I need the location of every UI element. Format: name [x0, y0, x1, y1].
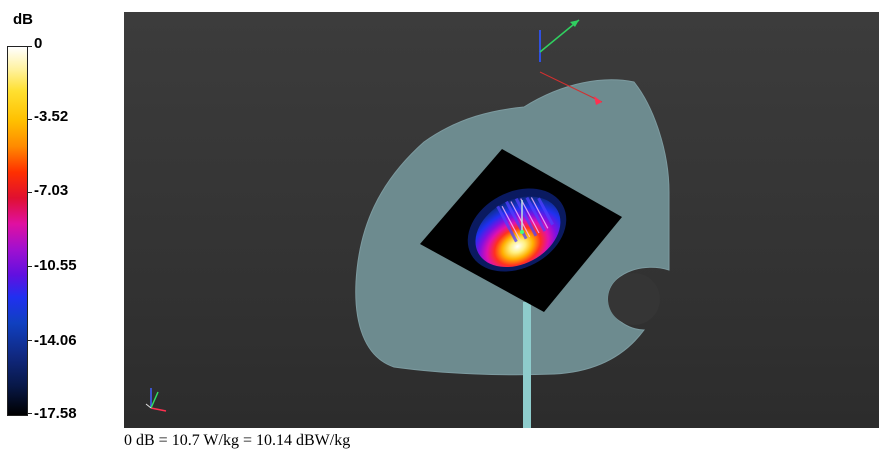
axis-triad-bottom-left-icon [145, 388, 167, 412]
phantom-notch [608, 273, 660, 325]
colorbar-tick [27, 46, 32, 47]
colorbar-tick-label-1: -3.52 [34, 108, 69, 125]
colorbar-unit-label: dB [13, 11, 33, 28]
colorbar-tick [27, 340, 32, 341]
colorbar-tick-label-2: -7.03 [34, 182, 69, 199]
colorbar-tick-label-4: -14.06 [34, 332, 77, 349]
colorbar-tick [27, 413, 32, 414]
caption-text: 0 dB = 10.7 W/kg = 10.14 dBW/kg [124, 432, 351, 449]
axis-triad-top-icon [539, 19, 603, 105]
sar-distribution [467, 188, 567, 272]
colorbar-tick-label-3: -10.55 [34, 257, 77, 274]
colorbar-tick-label-0: 0 [34, 35, 43, 52]
3d-viewport[interactable] [124, 12, 879, 428]
colorbar-tick-label-5: -17.58 [34, 405, 77, 422]
colorbar-tick [27, 266, 32, 267]
probe-stem [523, 302, 531, 428]
probe-tip [520, 230, 524, 234]
colorbar-tick [27, 119, 32, 120]
colorbar [7, 46, 28, 416]
colorbar-tick [27, 192, 32, 193]
